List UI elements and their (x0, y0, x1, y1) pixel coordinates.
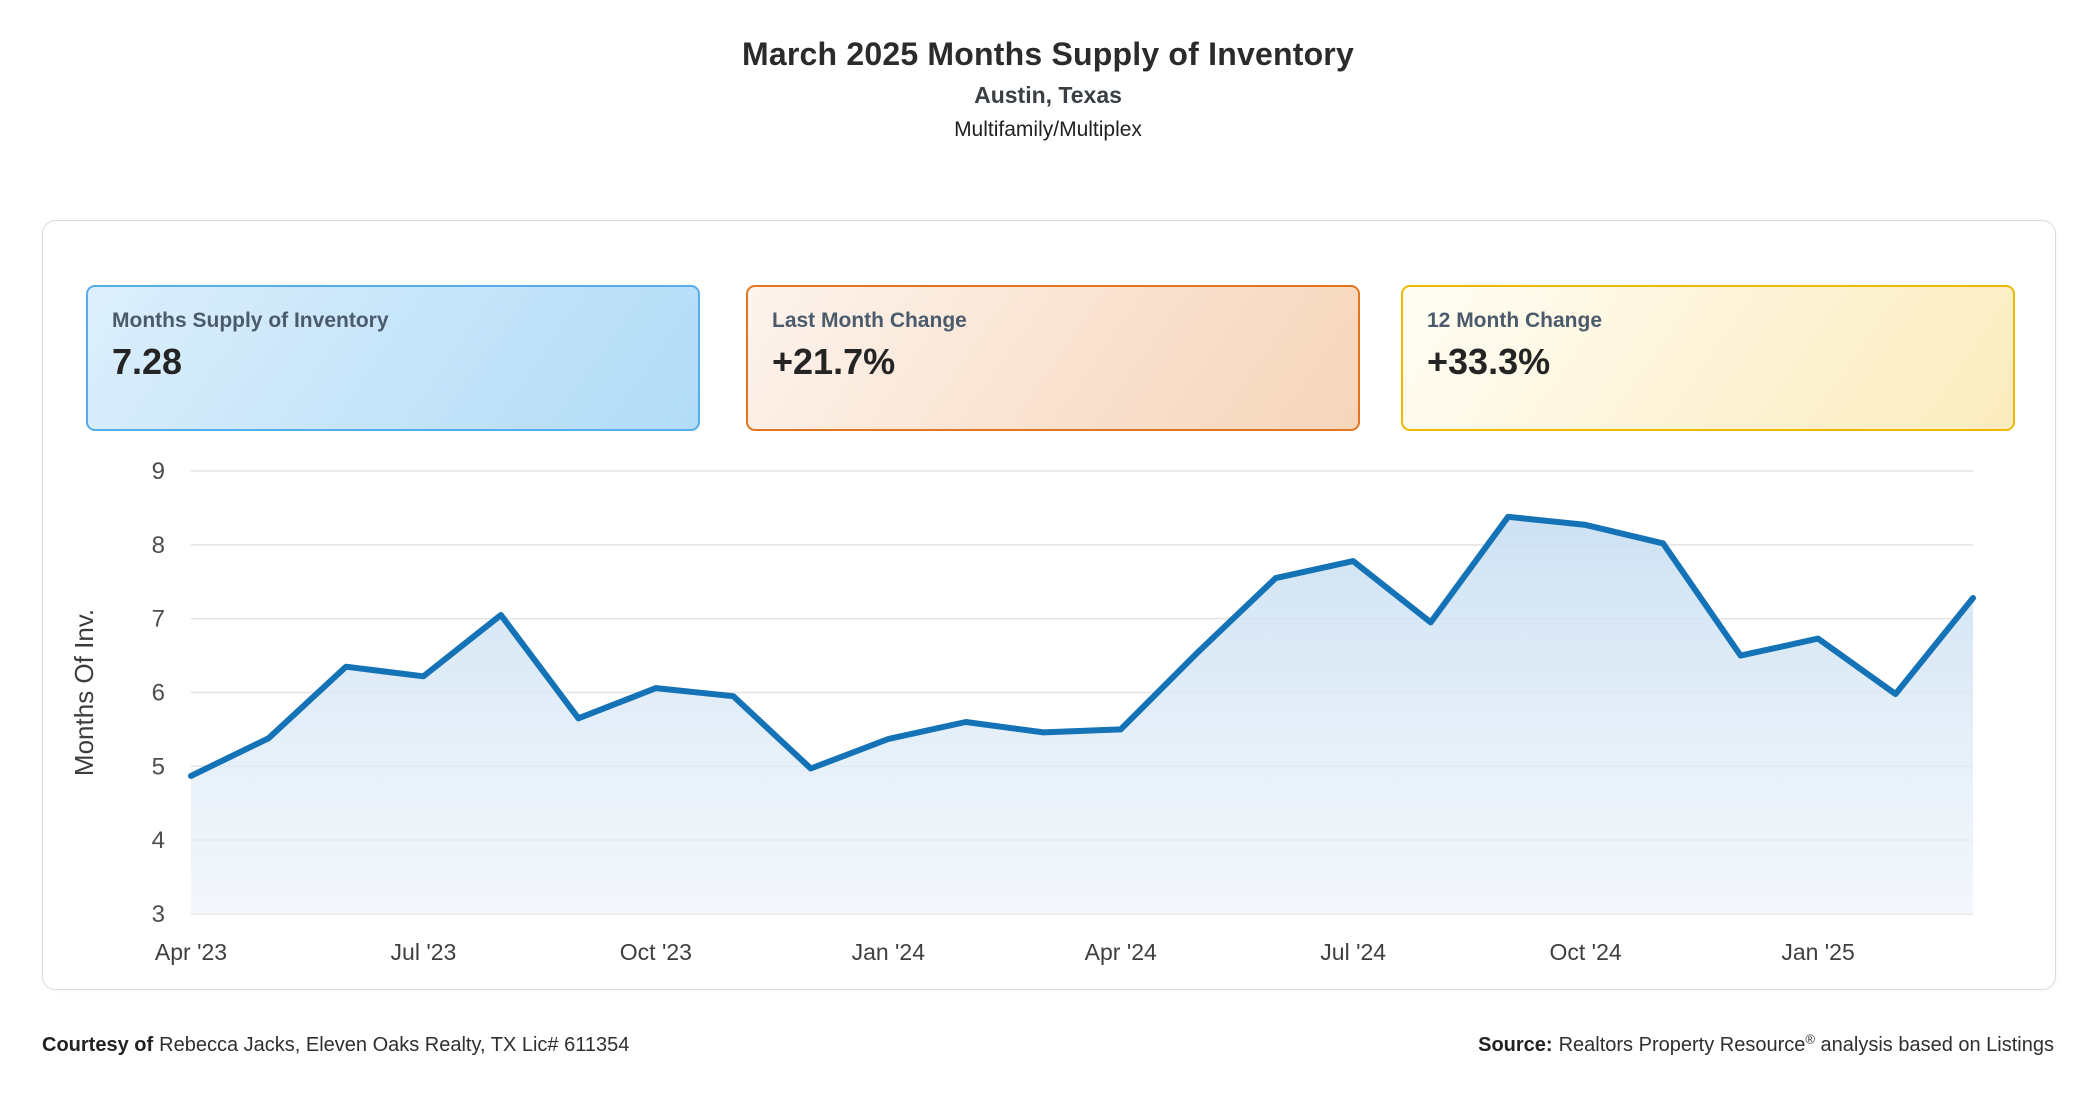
area-fill (191, 516, 1973, 914)
stat-label: 12 Month Change (1427, 309, 1603, 332)
x-tick-label: Jul '24 (1320, 939, 1386, 965)
inventory-area-chart[interactable]: 3 4 5 6 7 8 9 Apr '23 Jul '23 Oct '23 Jan '24 Apr '… (43, 436, 2055, 984)
property-category: Multifamily/Multiplex (954, 118, 1142, 141)
chart-card: Months Supply of Inventory 7.28 Last Mon… (42, 220, 2056, 990)
y-tick-label: 9 (152, 458, 165, 485)
y-tick-label: 3 (152, 901, 165, 928)
stat-label: Last Month Change (772, 309, 967, 332)
stat-card-months-supply: Months Supply of Inventory 7.28 (86, 285, 700, 431)
registered-trademark-icon: ® (1805, 1031, 1815, 1047)
stat-value: +33.3% (1427, 341, 1551, 382)
y-tick-label: 4 (152, 827, 165, 854)
source-label: Source: (1478, 1034, 1553, 1056)
stat-card-last-month-change: Last Month Change +21.7% (746, 285, 1360, 431)
courtesy-text: Rebecca Jacks, Eleven Oaks Realty, TX Li… (159, 1034, 630, 1056)
x-tick-label: Apr '24 (1085, 939, 1157, 965)
stat-label: Months Supply of Inventory (112, 309, 389, 332)
stat-value: +21.7% (772, 341, 896, 382)
y-tick-label: 7 (152, 606, 165, 633)
x-tick-label: Jul '23 (391, 939, 457, 965)
x-tick-label: Oct '23 (620, 939, 692, 965)
y-tick-label: 6 (152, 680, 165, 707)
page-subtitle: Austin, Texas (974, 82, 1122, 108)
trend-line[interactable] (188, 513, 1976, 779)
source-text: analysis based on Listings (1820, 1034, 2054, 1056)
y-tick-label: 8 (152, 532, 165, 559)
y-tick-label: 5 (152, 753, 165, 780)
x-tick-label: Jan '24 (852, 939, 926, 965)
y-axis-title: Months Of Inv. (69, 609, 99, 776)
footer-source: Source: Realtors Property Resource® analy… (1478, 1031, 2054, 1057)
footer-courtesy: Courtesy of Rebecca Jacks, Eleven Oaks Re… (42, 1034, 629, 1057)
x-tick-label: Jan '25 (1781, 939, 1854, 965)
x-tick-label: Oct '24 (1550, 939, 1622, 965)
stat-card-12-month-change: 12 Month Change +33.3% (1401, 285, 2015, 431)
courtesy-label: Courtesy of (42, 1034, 154, 1056)
source-name: Realtors Property Resource (1558, 1034, 1806, 1056)
stat-value: 7.28 (112, 341, 183, 382)
x-tick-label: Apr '23 (155, 939, 227, 965)
page-title: March 2025 Months Supply of Inventory (742, 36, 1354, 72)
